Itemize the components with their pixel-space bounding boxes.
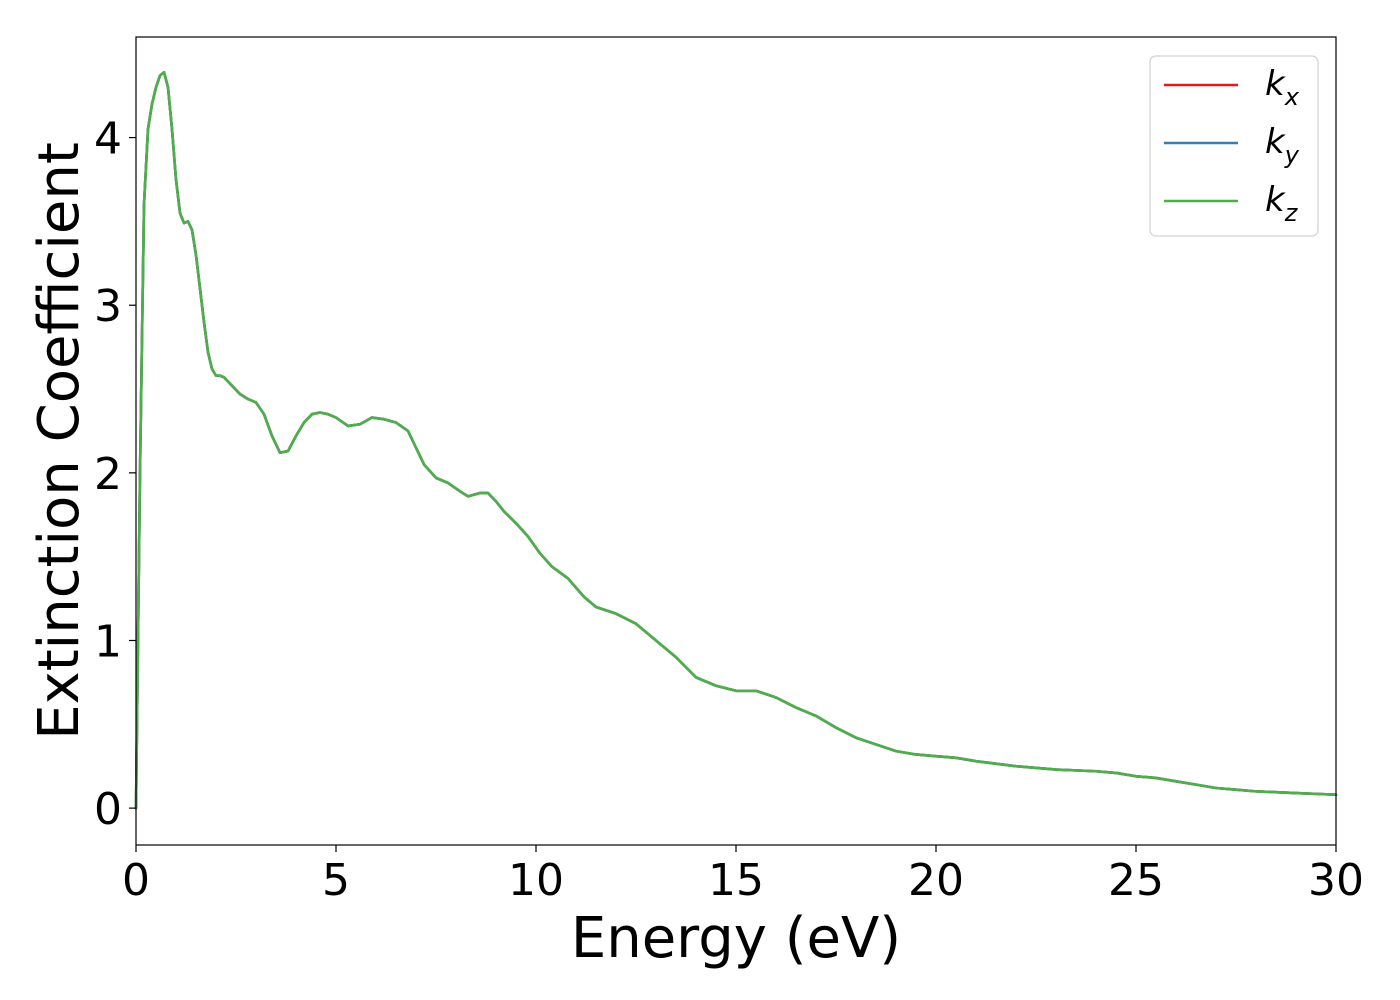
- y-tick-label: 1: [94, 616, 122, 667]
- legend-label-subscript: z: [1284, 199, 1299, 227]
- legend-label-kx: kx: [1265, 64, 1300, 111]
- legend-label-base: k: [1265, 122, 1286, 162]
- y-tick-label: 2: [94, 449, 122, 500]
- y-tick-label: 3: [94, 281, 122, 332]
- legend-label-subscript: y: [1284, 141, 1300, 169]
- y-tick-label: 0: [94, 784, 122, 835]
- x-tick-label: 0: [122, 855, 150, 906]
- x-tick-label: 5: [322, 855, 350, 906]
- legend-label-subscript: x: [1284, 83, 1300, 111]
- x-tick-label: 20: [908, 855, 964, 906]
- y-axis-title: Extinction Coefficient: [27, 142, 92, 740]
- y-axis-ticks: 0 1 2 3 4: [94, 114, 136, 835]
- series-line-kz: [134, 70, 1338, 810]
- legend-box: [1149, 55, 1319, 237]
- x-axis-ticks: 0 5 10 15 20 25 30: [122, 845, 1364, 906]
- x-tick-label: 15: [708, 855, 764, 906]
- legend-label-base: k: [1265, 64, 1286, 104]
- series-layer: [134, 70, 1338, 810]
- x-axis-title: Energy (eV): [571, 906, 901, 971]
- legend-label-base: k: [1265, 180, 1286, 220]
- legend-label-kz: kz: [1265, 180, 1299, 227]
- x-tick-label: 10: [508, 855, 564, 906]
- x-tick-label: 30: [1308, 855, 1364, 906]
- x-tick-label: 25: [1108, 855, 1164, 906]
- y-tick-label: 4: [94, 114, 122, 165]
- legend-label-ky: ky: [1265, 122, 1300, 169]
